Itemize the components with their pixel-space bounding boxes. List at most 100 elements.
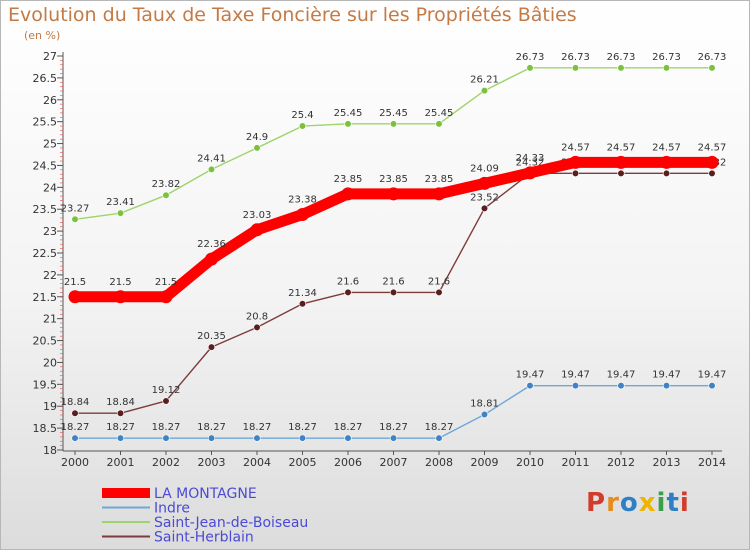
data-label-la-montagne: 24.57 [607,142,636,153]
y-axis-unit: (en %) [24,29,61,42]
data-point-indre [526,382,534,390]
data-point-la-montagne [523,166,537,180]
data-label-saint-jean-de-boiseau: 23.27 [61,203,90,214]
data-point-la-montagne [159,290,173,304]
y-tick-label: 20 [43,356,57,369]
data-label-la-montagne: 24.09 [470,163,499,174]
data-point-saint-jean-de-boiseau [298,122,307,130]
data-point-indre [162,434,170,442]
data-point-saint-jean-de-boiseau [253,144,261,152]
data-point-indre [662,382,671,390]
data-point-saint-jean-de-boiseau [662,64,671,72]
x-tick-label: 2013 [653,456,681,469]
data-point-indre [435,434,443,442]
x-tick-label: 2005 [289,456,317,469]
data-label-indre: 18.27 [288,422,317,433]
data-point-la-montagne [478,176,491,190]
y-tick-label: 27 [43,50,57,63]
data-point-saint-herblain [662,169,671,177]
y-tick-label: 21.5 [33,291,58,304]
x-tick-label: 2002 [152,456,180,469]
data-point-saint-herblain [617,169,625,177]
data-label-saint-jean-de-boiseau: 24.9 [246,132,268,143]
x-tick-label: 2004 [243,456,271,469]
data-point-saint-herblain [344,288,352,297]
data-point-saint-jean-de-boiseau [571,64,580,72]
data-point-saint-herblain [708,169,716,177]
data-label-saint-jean-de-boiseau: 23.82 [152,179,181,190]
x-tick-label: 2007 [380,456,408,469]
data-label-indre: 18.27 [106,422,135,433]
legend-label-saint-jean-de-boiseau: Saint-Jean-de-Boiseau [154,515,308,531]
data-label-saint-herblain: 21.6 [382,276,404,287]
data-label-saint-jean-de-boiseau: 26.73 [652,52,681,63]
data-label-la-montagne: 21.5 [155,277,177,288]
data-label-saint-jean-de-boiseau: 23.41 [106,197,135,208]
data-label-indre: 18.81 [470,399,499,410]
x-tick-label: 2010 [516,456,544,469]
data-label-saint-herblain: 18.84 [106,397,135,408]
data-point-saint-jean-de-boiseau [435,120,443,128]
x-tick-label: 2011 [562,456,590,469]
data-label-saint-herblain: 20.8 [246,311,268,322]
data-label-indre: 18.27 [152,422,181,433]
data-point-indre [71,434,79,442]
data-point-saint-jean-de-boiseau [207,165,216,173]
data-label-la-montagne: 21.5 [109,277,131,288]
x-tick-label: 2012 [607,456,635,469]
x-tick-label: 2009 [471,456,499,469]
chart-title: Evolution du Taux de Taxe Foncière sur l… [8,4,577,26]
legend-label-la-montagne: LA MONTAGNE [154,486,257,502]
data-label-saint-herblain: 21.34 [288,288,317,299]
y-tick-label: 25 [43,138,57,151]
data-label-indre: 18.27 [334,422,363,433]
data-point-saint-herblain [435,288,443,297]
data-label-saint-jean-de-boiseau: 25.45 [334,108,363,119]
data-point-saint-herblain [480,204,489,212]
y-tick-label: 26.5 [33,72,58,85]
y-tick-label: 19.5 [33,378,58,391]
data-point-indre [298,434,307,442]
data-label-saint-herblain: 18.84 [61,397,90,408]
x-tick-label: 2001 [107,456,135,469]
data-label-la-montagne: 23.03 [243,210,272,221]
proxiti-logo: Proxiti [586,488,690,518]
data-label-saint-herblain: 23.52 [470,192,499,203]
legend-label-indre: Indre [154,501,190,517]
data-point-saint-herblain [207,343,216,351]
data-label-saint-jean-de-boiseau: 25.45 [425,108,454,119]
data-label-saint-jean-de-boiseau: 25.4 [291,110,313,121]
data-label-saint-jean-de-boiseau: 26.73 [698,52,727,63]
x-tick-label: 2008 [425,456,453,469]
data-label-saint-herblain: 21.6 [337,276,359,287]
x-tick-label: 2014 [698,456,726,469]
x-tick-label: 2006 [334,456,362,469]
data-label-la-montagne: 24.57 [561,142,590,153]
data-point-la-montagne [569,155,582,169]
y-tick-label: 19 [43,400,57,413]
y-tick-label: 24.5 [33,159,58,172]
data-point-indre [480,410,489,419]
y-tick-label: 23.5 [33,203,58,216]
data-point-la-montagne [68,290,82,304]
data-label-saint-jean-de-boiseau: 26.73 [607,52,636,63]
data-point-la-montagne [660,155,673,169]
data-point-saint-herblain [253,323,261,332]
y-tick-label: 22.5 [33,247,58,260]
data-label-la-montagne: 23.85 [334,174,363,185]
x-tick-label: 2003 [198,456,226,469]
y-tick-label: 22 [43,269,57,282]
data-point-saint-herblain [116,409,125,417]
data-point-indre [708,382,716,390]
data-point-saint-jean-de-boiseau [389,120,398,128]
data-label-la-montagne: 23.38 [288,194,317,205]
data-point-la-montagne [250,223,264,237]
y-tick-label: 18 [43,444,57,457]
data-point-saint-jean-de-boiseau [344,120,352,128]
data-point-saint-jean-de-boiseau [708,64,716,72]
data-label-indre: 18.27 [379,422,408,433]
y-tick-label: 18.5 [33,422,58,435]
data-point-saint-herblain [71,409,79,417]
y-tick-label: 26 [43,94,57,107]
data-label-saint-herblain: 19.12 [152,385,181,396]
